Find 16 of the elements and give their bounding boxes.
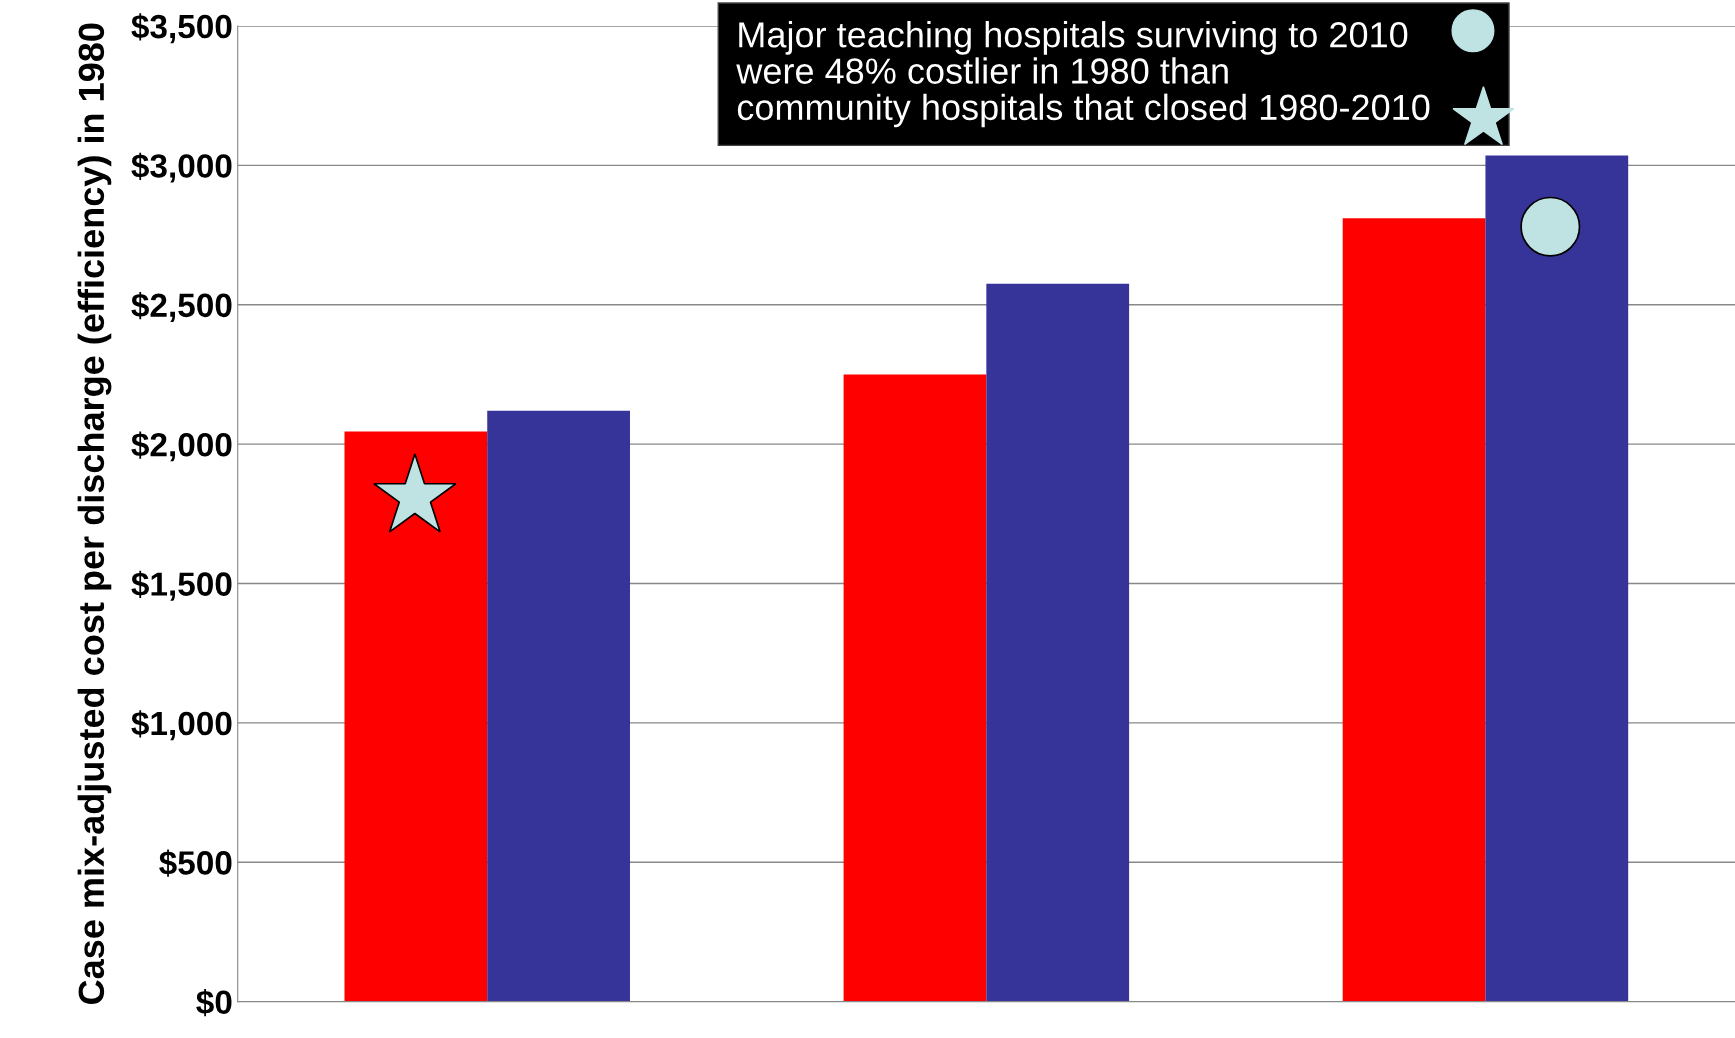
y-axis-title: Case mix-adjusted cost per discharge (efficiency) in 1980	[77, 23, 112, 1004]
bar	[344, 431, 488, 1002]
bar	[986, 283, 1130, 1002]
y-tick-label: $2,000	[131, 431, 232, 462]
bar	[843, 374, 987, 1002]
y-tick-label: $500	[159, 849, 232, 877]
bar	[487, 410, 630, 1002]
y-tick-label: $2,500	[131, 292, 232, 322]
y-tick-label: $3,000	[131, 152, 232, 183]
y-tick-label: $3,500	[131, 13, 232, 44]
bar	[1485, 155, 1629, 1002]
annotation: Major teaching hospitals surviving to 2010 were 48% costlier in 1980 than community hospitals that closed 1980-2010	[736, 21, 1430, 128]
y-tick-label: $1,000	[131, 710, 232, 741]
bar	[1342, 218, 1486, 1002]
y-tick-label: $1,500	[131, 570, 232, 601]
y-tick-label: $0	[196, 989, 232, 1017]
